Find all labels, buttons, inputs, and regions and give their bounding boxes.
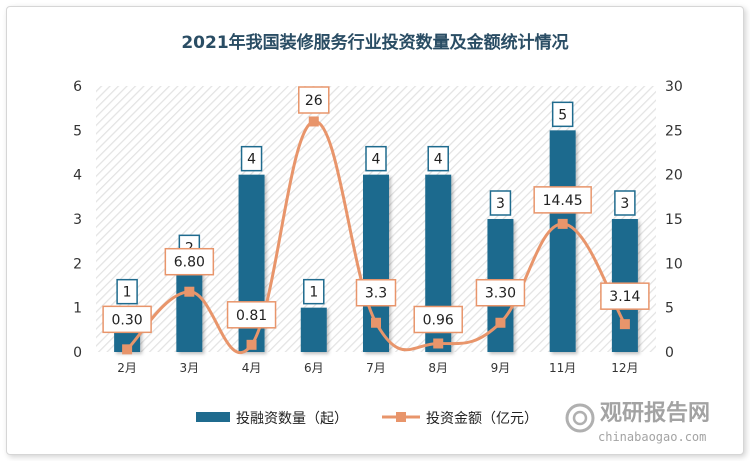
bar-data-label: 3 — [496, 196, 505, 212]
x-tick-label: 11月 — [549, 361, 576, 375]
watermark-cn: 观研报告网 — [600, 401, 710, 426]
line-label-box — [475, 278, 526, 307]
bar-label-box — [551, 101, 574, 128]
x-tick-label: 6月 — [304, 361, 324, 375]
right-tick-label: 20 — [665, 168, 683, 184]
line-data-label: 6.80 — [174, 255, 205, 271]
line-data-label: 3.30 — [485, 286, 516, 302]
line-data-label: 14.45 — [543, 193, 583, 209]
legend-bar-swatch — [196, 412, 230, 422]
left-tick-label: 6 — [73, 79, 82, 95]
bar-label-box — [427, 145, 449, 172]
bar-label-box — [116, 278, 138, 305]
bar-label-box — [489, 190, 512, 216]
line-series: 0.30 6.80 0.81 26 3.3 0.96 3.30 14.45 3.14 — [102, 86, 650, 355]
x-axis: 2月 3月 4月 6月 7月 8月 9月 11月 12月 — [117, 361, 638, 375]
bar-label-box — [365, 145, 387, 172]
bar-data-label: 1 — [123, 285, 132, 301]
line-marker — [495, 317, 506, 328]
line-path — [126, 119, 627, 355]
bar-data-label: 4 — [434, 152, 443, 168]
line-data-label: 3.3 — [365, 286, 387, 302]
left-tick-label: 1 — [73, 301, 82, 317]
bar-data-label: 4 — [372, 152, 381, 168]
legend: 投融资数量（起） 投资金额（亿元） — [196, 411, 538, 427]
line-label-box — [298, 86, 330, 114]
watermark-en: chinabaogao.com — [598, 430, 706, 444]
line-marker — [619, 319, 630, 330]
right-tick-label: 10 — [665, 256, 683, 272]
legend-bar-label: 投融资数量（起） — [236, 411, 348, 427]
x-tick-label: 3月 — [180, 361, 200, 375]
left-tick-label: 3 — [73, 212, 82, 228]
right-tick-label: 15 — [665, 212, 683, 228]
line-label-box — [355, 278, 397, 307]
x-tick-label: 9月 — [491, 361, 511, 375]
right-tick-label: 30 — [665, 79, 683, 95]
line-marker — [433, 338, 444, 349]
watermark: 观研报告网 chinabaogao.com — [565, 401, 710, 444]
line-data-label: 0.81 — [236, 308, 267, 324]
line-marker — [246, 339, 257, 350]
x-tick-label: 2月 — [117, 361, 137, 375]
x-tick-label: 4月 — [242, 361, 262, 375]
bar-label-box — [240, 145, 263, 172]
line-data-label: 0.96 — [423, 312, 454, 328]
left-tick-label: 2 — [73, 256, 82, 272]
legend-line-marker — [396, 412, 406, 422]
left-y-axis: 0 1 2 3 4 5 6 — [73, 79, 82, 361]
bar — [549, 130, 576, 352]
bar-data-label: 3 — [620, 196, 629, 212]
right-tick-label: 25 — [665, 123, 683, 139]
line-label-box — [413, 305, 463, 334]
bar-label-box — [614, 190, 636, 216]
bar — [300, 307, 327, 352]
x-tick-label: 12月 — [611, 361, 638, 375]
line-marker — [308, 116, 319, 127]
legend-line-label: 投资金额（亿元） — [426, 411, 538, 427]
line-marker — [122, 344, 133, 355]
bar-data-label: 5 — [558, 107, 567, 123]
watermark-logo-icon — [565, 403, 595, 433]
line-marker — [184, 286, 195, 297]
x-tick-label: 8月 — [428, 361, 448, 375]
chart-title: 2021年我国装修服务行业投资数量及金额统计情况 — [181, 32, 568, 53]
line-data-label: 3.14 — [609, 289, 640, 305]
left-tick-label: 0 — [73, 345, 82, 361]
line-label-box — [102, 305, 152, 334]
line-data-label: 0.30 — [112, 312, 143, 328]
x-tick-label: 7月 — [366, 361, 386, 375]
line-marker — [557, 218, 568, 229]
line-marker — [371, 317, 381, 328]
line-label-box — [164, 247, 215, 276]
left-tick-label: 5 — [73, 123, 82, 139]
line-label-box — [533, 186, 592, 214]
bar-data-label: 1 — [309, 285, 318, 301]
bar — [176, 263, 203, 352]
bar-label-box — [303, 278, 325, 305]
right-tick-label: 5 — [665, 301, 674, 317]
right-y-axis: 0 5 10 15 20 25 30 — [665, 79, 683, 361]
bar-data-label: 4 — [247, 152, 256, 168]
right-tick-label: 0 — [665, 345, 674, 361]
line-label-box — [226, 301, 277, 329]
left-tick-label: 4 — [73, 168, 82, 184]
line-data-label: 26 — [305, 93, 323, 109]
line-label-box — [600, 282, 650, 310]
